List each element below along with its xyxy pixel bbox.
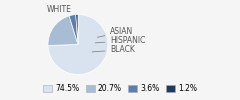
Wedge shape xyxy=(69,15,78,45)
Wedge shape xyxy=(48,14,108,74)
Wedge shape xyxy=(48,16,78,45)
Text: WHITE: WHITE xyxy=(47,5,71,19)
Legend: 74.5%, 20.7%, 3.6%, 1.2%: 74.5%, 20.7%, 3.6%, 1.2% xyxy=(40,81,200,96)
Wedge shape xyxy=(76,14,78,44)
Text: HISPANIC: HISPANIC xyxy=(95,36,146,45)
Text: BLACK: BLACK xyxy=(92,45,135,54)
Text: ASIAN: ASIAN xyxy=(97,27,134,37)
